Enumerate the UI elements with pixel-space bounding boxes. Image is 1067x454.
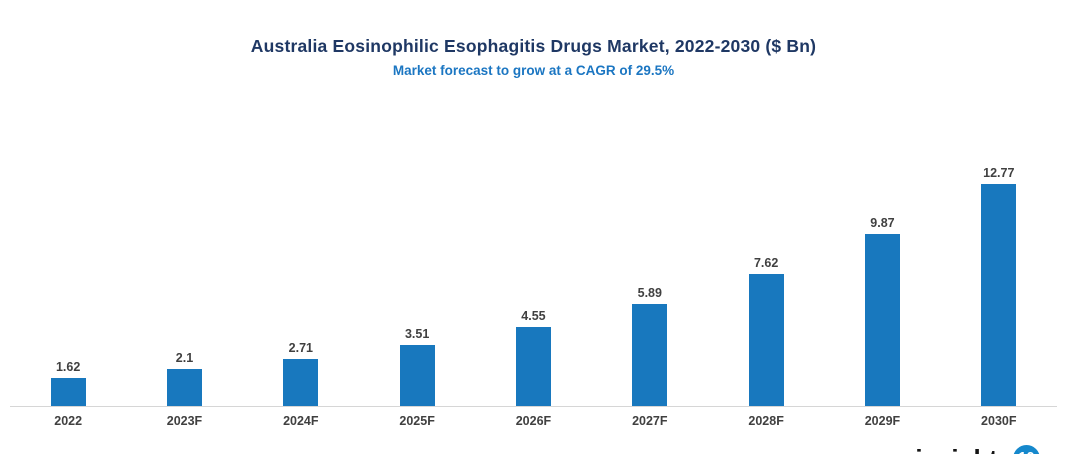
logo-text: insights <box>915 446 1011 454</box>
bar-value-label: 3.51 <box>404 327 430 341</box>
bar-value-label: 5.89 <box>637 286 662 300</box>
bar <box>864 234 900 406</box>
bar-value-label: 4.55 <box>521 309 546 323</box>
bar-value-label: 9.87 <box>870 216 895 230</box>
x-axis-label: 2023F <box>166 414 203 428</box>
bar-column: 9.87 <box>830 216 935 406</box>
x-axis-label: 2027F <box>632 414 668 428</box>
chart-subtitle: Market forecast to grow at a CAGR of 29.… <box>392 63 675 78</box>
bar <box>399 345 435 406</box>
bar-value-label: 12.77 <box>983 166 1015 180</box>
bar-column: 12.77 <box>946 166 1051 406</box>
bar-column: 1.62 <box>16 360 121 406</box>
bar-column: 5.89 <box>597 286 702 406</box>
insights10-logo: insights 10 <box>915 445 1040 454</box>
bar-column: 4.55 <box>481 309 586 406</box>
bar-value-label: 2.1 <box>175 351 194 365</box>
x-axis-labels: 2022 2023F 2024F 2025F 2026F 2027F 2028F 2029F 2… <box>10 407 1057 428</box>
bar <box>166 369 202 406</box>
bar <box>632 304 668 406</box>
chart-page: Australia Eosinophilic Esophagitis Drugs… <box>0 36 1067 454</box>
plot-area: 1.62 2.1 2.71 3.51 4.55 5.89 7.62 9.87 12.77 <box>10 155 1057 407</box>
x-axis-label: 2022 <box>54 414 83 428</box>
bar-value-label: 7.62 <box>753 256 779 270</box>
x-axis-label: 2028F <box>748 414 784 428</box>
x-axis-label: 2026F <box>515 414 552 428</box>
bar <box>283 359 319 406</box>
x-axis-label: 2030F <box>981 414 1017 428</box>
bar-chart: 1.62 2.1 2.71 3.51 4.55 5.89 7.62 9.87 12.77 202… <box>10 155 1057 428</box>
bar <box>981 184 1017 406</box>
bar <box>515 327 551 406</box>
bar-column: 3.51 <box>365 327 470 406</box>
chart-title: Australia Eosinophilic Esophagitis Drugs… <box>250 36 817 56</box>
bar-value-label: 2.71 <box>288 341 313 355</box>
x-axis-label: 2029F <box>864 414 901 428</box>
logo-badge-icon: 10 <box>1013 445 1040 454</box>
x-axis-label: 2025F <box>399 414 435 428</box>
bar-value-label: 1.62 <box>55 360 81 374</box>
bar-column: 2.1 <box>132 351 237 406</box>
bar-column: 7.62 <box>714 256 819 406</box>
bar <box>50 378 86 406</box>
bar <box>748 274 784 406</box>
bar-column: 2.71 <box>248 341 353 406</box>
x-axis-label: 2024F <box>283 414 319 428</box>
